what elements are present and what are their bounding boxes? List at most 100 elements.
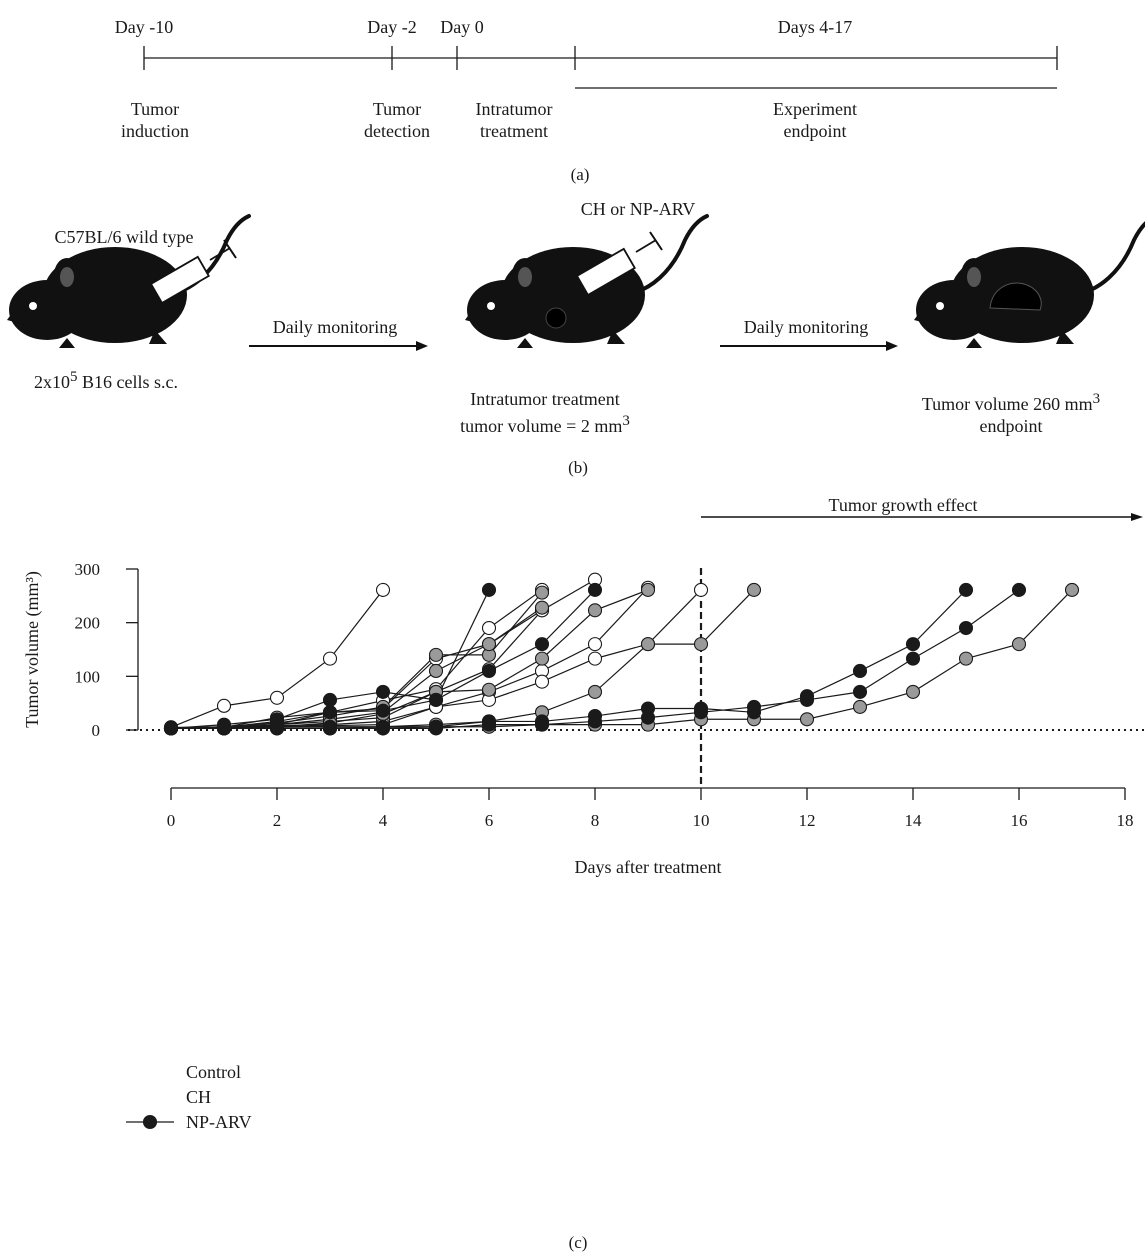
data-point-np-arv	[852, 663, 868, 679]
legend-label-control: Control	[186, 1062, 242, 1082]
timeline-axis	[143, 46, 1058, 70]
y-axis-title: Tumor volume (mm³)	[22, 571, 43, 728]
data-point-control	[216, 698, 232, 713]
data-point-ch	[1011, 637, 1027, 652]
data-point-control	[375, 582, 391, 597]
x-axis-title: Days after treatment	[575, 857, 722, 877]
data-point-np-arv	[375, 703, 391, 718]
tumor-growth-effect-label: Tumor growth effect	[828, 495, 978, 515]
event-label-tumor-detection: Tumor detection	[364, 99, 430, 141]
data-point-np-arv	[322, 721, 338, 736]
mouse-icon	[463, 214, 709, 350]
x-tick-label: 2	[273, 811, 282, 830]
series-line-control	[170, 589, 384, 728]
data-point-np-arv	[322, 705, 338, 720]
y-tick-label: 200	[75, 614, 101, 633]
data-point-ch	[534, 600, 550, 615]
data-point-np-arv	[958, 582, 974, 597]
data-point-np-arv	[852, 684, 868, 699]
timeline-label-day-minus-2: Day -2	[367, 17, 417, 37]
data-point-np-arv	[693, 705, 709, 720]
daily-monitoring-label-2: Daily monitoring	[743, 317, 869, 337]
legend-label-np-arv: NP-ARV	[186, 1112, 252, 1132]
cell-injection-label: 2x105 B16 cells s.c.	[34, 369, 178, 392]
data-point-np-arv	[587, 714, 603, 729]
data-point-np-arv	[428, 692, 444, 707]
x-tick-label: 14	[905, 811, 923, 830]
x-tick-label: 6	[485, 811, 494, 830]
x-tick-label: 8	[591, 811, 600, 830]
x-tick-label: 0	[167, 811, 176, 830]
data-point-control	[587, 651, 603, 666]
y-tick-label: 100	[75, 667, 101, 686]
event-label-experiment-endpoint: Experiment endpoint	[773, 99, 857, 141]
data-point-control	[587, 637, 603, 652]
data-point-np-arv	[799, 692, 815, 707]
data-point-control	[693, 582, 709, 597]
data-point-ch	[746, 582, 762, 597]
daily-monitoring-label-1: Daily monitoring	[272, 317, 398, 337]
panel-b-caption: (b)	[568, 458, 588, 477]
data-point-np-arv	[322, 692, 338, 707]
data-point-ch	[534, 585, 550, 600]
data-point-ch	[428, 663, 444, 679]
mouse-strain-label: C57BL/6 wild type	[54, 227, 194, 247]
data-point-ch	[428, 647, 444, 662]
x-tick-label: 12	[799, 811, 816, 830]
endpoint-volume-label: Tumor volume 260 mm3 endpoint	[921, 391, 1101, 436]
treatment-label: CH or NP-ARV	[580, 199, 696, 219]
data-point-np-arv	[481, 663, 497, 679]
timeline-label-day-0: Day 0	[440, 17, 484, 37]
y-tick-label: 300	[75, 560, 101, 579]
timeline-label-days-4-17: Days 4-17	[777, 17, 853, 37]
data-point-np-arv	[1011, 582, 1027, 597]
scheme-graphics	[5, 214, 1145, 351]
data-point-control	[269, 690, 285, 705]
legend-label-ch: CH	[186, 1087, 212, 1107]
data-point-ch	[640, 637, 656, 652]
data-point-np-arv	[534, 637, 550, 652]
data-point-control	[481, 620, 497, 636]
endpoint-range-line	[575, 87, 1057, 89]
x-tick-label: 10	[693, 811, 710, 830]
arrow-right-icon	[720, 341, 898, 351]
data-point-np-arv	[958, 620, 974, 636]
data-point-ch	[481, 637, 497, 652]
data-point-np-arv	[375, 721, 391, 736]
x-tick-label: 18	[1117, 811, 1134, 830]
data-point-np-arv	[534, 717, 550, 732]
panel-c-caption: (c)	[568, 1233, 588, 1252]
tumor-growth-effect-arrow	[701, 513, 1143, 521]
data-point-np-arv	[163, 721, 179, 736]
data-point-ch	[587, 603, 603, 618]
data-point-np-arv	[640, 710, 656, 725]
data-point-np-arv	[905, 651, 921, 666]
data-point-np-arv	[746, 699, 762, 714]
data-point-np-arv	[216, 721, 232, 736]
mouse-icon	[912, 214, 1145, 350]
intratumor-treatment-label: Intratumor treatment tumor volume = 2 mm…	[460, 389, 630, 436]
x-tick-label: 4	[379, 811, 388, 830]
data-point-ch	[534, 651, 550, 666]
legend-extra-marker	[126, 1114, 174, 1130]
data-point-ch	[481, 682, 497, 697]
data-point-np-arv	[428, 721, 444, 736]
data-point-control	[322, 651, 338, 666]
tumor-volume-chart: 0 100 200 300 Tumor volume (mm³) 0 2 4 6 8 10 12 14 1…	[22, 560, 1145, 877]
event-label-tumor-induction: Tumor induction	[121, 99, 189, 141]
x-tick-label: 16	[1011, 811, 1028, 830]
series-line-np-arv	[171, 589, 967, 729]
y-tick-label: 0	[92, 721, 101, 740]
data-point-control	[534, 674, 550, 689]
series-line-ch	[171, 589, 649, 729]
series-line-ch	[171, 589, 1073, 729]
data-point-np-arv	[269, 721, 285, 736]
data-point-ch	[587, 684, 603, 699]
data-point-ch	[693, 637, 709, 652]
data-point-ch	[905, 684, 921, 699]
data-point-np-arv	[905, 637, 921, 652]
data-point-ch	[1064, 582, 1080, 597]
data-point-ch	[852, 699, 868, 714]
data-point-ch	[958, 651, 974, 666]
data-point-np-arv	[587, 582, 603, 597]
